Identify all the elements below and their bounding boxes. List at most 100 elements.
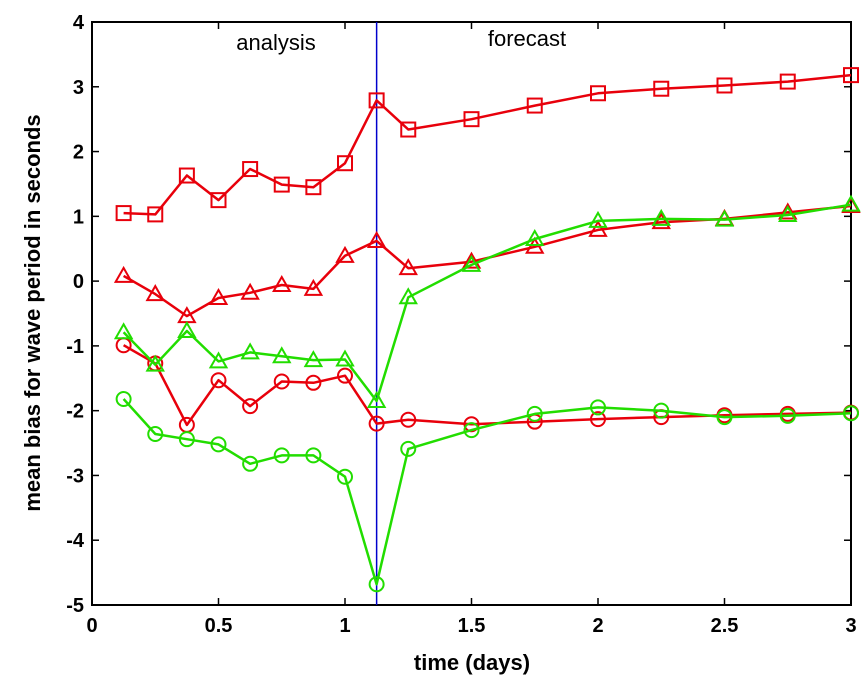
annotation-analysis: analysis — [236, 30, 315, 55]
data-point-square — [337, 155, 353, 172]
series-line — [122, 398, 852, 586]
data-point-square — [843, 67, 859, 84]
data-point-triangle — [113, 265, 134, 283]
data-point-triangle — [778, 205, 798, 223]
series-triangle-3 — [113, 194, 861, 408]
data-point-circle — [526, 405, 543, 422]
data-point-square — [115, 205, 132, 222]
data-point-square — [463, 111, 480, 128]
data-point-circle — [400, 411, 417, 428]
data-point-square — [526, 97, 543, 114]
data-point-circle — [305, 447, 322, 464]
data-point-triangle — [841, 194, 861, 212]
data-point-circle — [115, 391, 132, 408]
data-point-triangle — [240, 282, 260, 300]
data-point-triangle — [145, 354, 165, 372]
data-point-circle — [337, 367, 353, 384]
series-line — [122, 344, 852, 427]
data-point-square — [305, 179, 322, 196]
data-point-circle — [273, 447, 290, 464]
data-point-triangle — [366, 230, 387, 248]
x-tick-label: 0 — [86, 615, 97, 637]
data-point-circle — [716, 409, 733, 426]
y-tick-label: 0 — [73, 271, 84, 293]
data-point-circle — [463, 422, 480, 439]
x-tick-label: 1 — [339, 615, 350, 637]
data-point-triangle — [588, 219, 608, 237]
data-point-triangle — [208, 287, 229, 305]
series-line — [122, 203, 852, 403]
x-tick-label: 2 — [592, 615, 603, 637]
data-point-square — [273, 176, 290, 193]
y-tick-label: 4 — [73, 12, 85, 34]
series-square-0 — [115, 67, 859, 223]
data-point-circle — [779, 407, 796, 424]
data-point-triangle — [303, 278, 324, 296]
series-circle-4 — [115, 391, 859, 593]
data-point-triangle — [651, 208, 671, 226]
annotation-forecast: forecast — [488, 26, 566, 51]
data-point-triangle — [461, 251, 482, 269]
data-point-circle — [590, 399, 606, 416]
data-point-circle — [368, 576, 385, 593]
data-point-circle — [590, 411, 606, 428]
data-point-triangle — [366, 390, 387, 408]
data-point-square — [368, 92, 385, 109]
data-point-triangle — [177, 320, 197, 338]
data-point-triangle — [398, 258, 418, 276]
data-point-triangle — [335, 349, 355, 367]
data-point-square — [590, 85, 606, 102]
data-point-triangle — [240, 342, 260, 360]
y-tick-label: -4 — [66, 530, 85, 552]
y-tick-label: 2 — [73, 142, 84, 164]
data-point-square — [147, 206, 164, 223]
data-point-circle — [210, 372, 227, 389]
data-point-triangle — [525, 228, 545, 247]
data-point-circle — [843, 405, 859, 422]
series-line — [123, 73, 852, 216]
data-point-circle — [242, 398, 259, 415]
x-tick-label: 0.5 — [205, 615, 233, 637]
data-point-square — [178, 167, 195, 184]
data-point-triangle — [588, 210, 608, 228]
x-tick-label: 1.5 — [458, 615, 486, 637]
data-point-square — [210, 192, 227, 209]
data-point-circle — [242, 455, 259, 472]
y-tick-label: -1 — [66, 336, 84, 358]
y-tick-label: 3 — [73, 77, 84, 99]
data-point-triangle — [272, 274, 292, 292]
data-point-triangle — [145, 284, 165, 302]
data-point-circle — [400, 440, 417, 457]
data-point-square — [400, 121, 417, 138]
data-point-triangle — [398, 287, 418, 305]
series-layer — [113, 67, 861, 593]
data-point-square — [653, 80, 670, 97]
y-tick-label: -3 — [66, 465, 84, 487]
data-point-triangle — [778, 202, 798, 220]
series-circle-2 — [115, 337, 859, 433]
data-point-triangle — [113, 322, 134, 340]
data-point-circle — [337, 468, 353, 485]
y-tick-label: -5 — [66, 595, 84, 617]
y-tick-label: -2 — [66, 401, 84, 423]
x-tick-label: 2.5 — [711, 615, 739, 637]
data-point-triangle — [303, 350, 324, 368]
data-point-circle — [147, 425, 164, 442]
axis-ticks — [91, 21, 852, 606]
series-line — [122, 204, 852, 318]
data-point-circle — [368, 415, 385, 432]
data-point-triangle — [335, 245, 355, 263]
data-point-circle — [178, 431, 195, 448]
data-point-square — [242, 161, 259, 178]
data-point-circle — [273, 373, 290, 390]
x-axis-title: time (days) — [414, 650, 530, 675]
data-point-square — [779, 73, 796, 90]
data-point-triangle — [461, 254, 482, 272]
y-axis-title: mean bias for wave period in seconds — [20, 114, 45, 511]
data-point-triangle — [208, 351, 229, 369]
data-point-circle — [653, 402, 670, 419]
data-point-triangle — [651, 212, 671, 230]
data-point-circle — [210, 436, 227, 453]
